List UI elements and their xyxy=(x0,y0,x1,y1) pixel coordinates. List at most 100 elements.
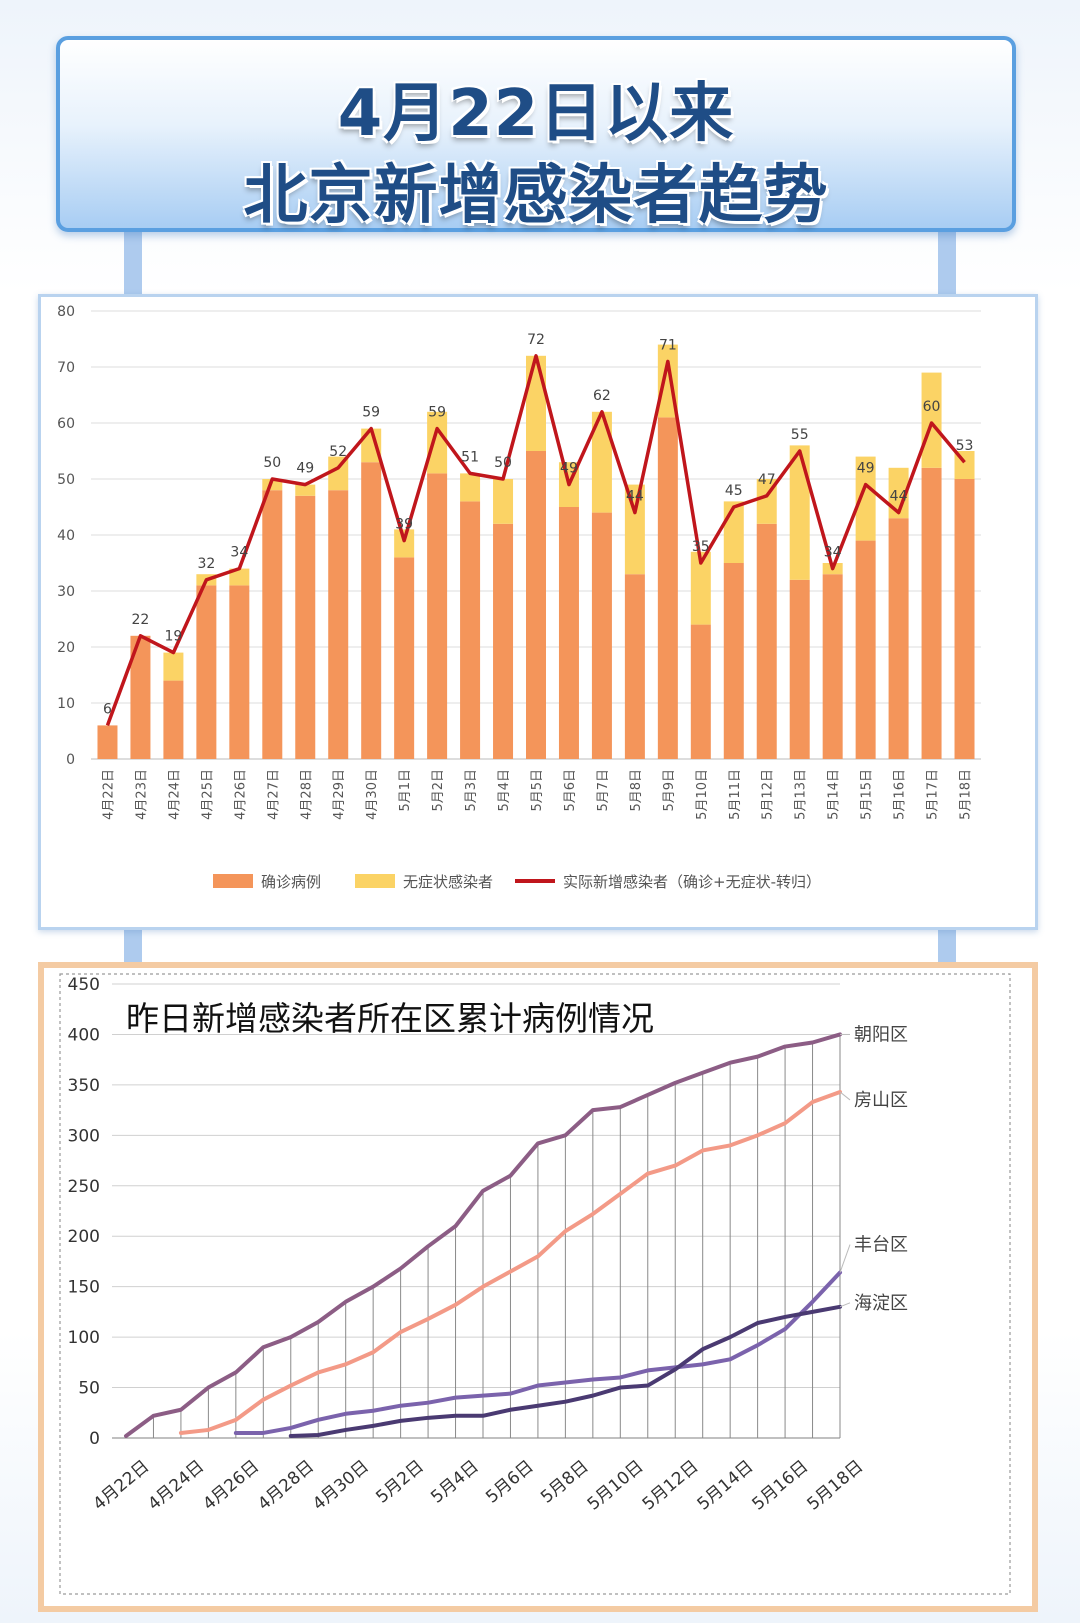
x-tick-label: 5月13日 xyxy=(794,769,809,820)
plot-frame xyxy=(59,973,1011,1595)
bar-confirmed xyxy=(493,523,514,759)
bar-confirmed xyxy=(394,557,415,759)
bar-confirmed xyxy=(690,624,711,759)
y-tick-label: 20 xyxy=(57,640,75,656)
bar-confirmed xyxy=(262,490,283,759)
series-line-3 xyxy=(288,1304,842,1438)
bar-asymptomatic xyxy=(460,473,481,502)
data-label: 72 xyxy=(527,332,545,348)
x-tick-label: 4月26日 xyxy=(233,769,248,820)
x-tick-label: 4月28日 xyxy=(254,1457,318,1515)
x-tick-label: 5月7日 xyxy=(596,769,611,812)
data-label: 52 xyxy=(329,444,347,460)
data-label: 59 xyxy=(428,405,446,421)
series-line-0 xyxy=(124,1032,842,1438)
title-line-2: 北京新增感染者趋势 xyxy=(243,159,829,233)
bar-confirmed xyxy=(460,501,481,759)
x-tick-label: 5月18日 xyxy=(959,769,974,820)
bar-asymptomatic xyxy=(295,484,316,496)
x-tick-label: 5月17日 xyxy=(926,769,941,820)
x-tick-label: 4月23日 xyxy=(134,769,149,820)
x-tick-label: 5月1日 xyxy=(398,769,413,812)
data-label: 49 xyxy=(560,461,578,477)
y-tick-label: 80 xyxy=(57,304,75,320)
data-label: 49 xyxy=(296,461,314,477)
data-label: 34 xyxy=(230,545,248,561)
y-tick-label: 200 xyxy=(68,1227,100,1247)
support-pillar-right xyxy=(938,228,956,298)
data-label: 55 xyxy=(791,427,809,443)
support-pillar-right-lower xyxy=(938,928,956,966)
series-end-label: 海淀区 xyxy=(854,1293,908,1314)
x-tick-label: 5月2日 xyxy=(372,1457,427,1508)
x-tick-label: 5月15日 xyxy=(860,769,875,820)
support-pillar-left-lower xyxy=(124,928,142,966)
bar-confirmed xyxy=(295,495,316,759)
bar-confirmed xyxy=(954,479,975,759)
bar-confirmed xyxy=(130,635,151,759)
series-line-1 xyxy=(178,1089,842,1435)
bar-confirmed xyxy=(328,490,349,759)
bar-confirmed xyxy=(229,585,250,759)
legend-label-asymptomatic: 无症状感染者 xyxy=(403,873,493,891)
x-tick-label: 4月28日 xyxy=(299,769,314,820)
bar-confirmed xyxy=(789,579,810,759)
bar-asymptomatic xyxy=(229,568,250,586)
bar-asymptomatic xyxy=(723,501,744,563)
bar-asymptomatic xyxy=(921,372,942,468)
bar-asymptomatic xyxy=(690,551,711,625)
data-label: 50 xyxy=(263,455,281,471)
y-tick-label: 350 xyxy=(68,1076,100,1096)
x-tick-label: 4月30日 xyxy=(309,1457,373,1515)
bar-asymptomatic xyxy=(855,456,876,541)
y-tick-label: 30 xyxy=(57,584,75,600)
data-label: 34 xyxy=(824,545,842,561)
data-label: 60 xyxy=(923,399,941,415)
bar-asymptomatic xyxy=(591,411,612,513)
bar-confirmed xyxy=(427,473,448,759)
chart-title: 昨日新增感染者所在区累计病例情况 xyxy=(126,999,654,1038)
legend-label-confirmed: 确诊病例 xyxy=(261,873,321,891)
x-tick-label: 5月12日 xyxy=(639,1457,703,1515)
y-tick-label: 70 xyxy=(57,360,75,376)
bar-confirmed xyxy=(921,467,942,759)
y-tick-label: 10 xyxy=(57,696,75,712)
x-tick-label: 5月11日 xyxy=(728,769,743,820)
y-tick-label: 250 xyxy=(68,1177,100,1197)
x-tick-label: 5月18日 xyxy=(803,1457,867,1515)
series-line-actual-new xyxy=(105,354,966,727)
data-label: 44 xyxy=(626,489,644,505)
x-tick-label: 5月6日 xyxy=(482,1457,537,1508)
data-label: 62 xyxy=(593,388,611,404)
x-tick-label: 5月6日 xyxy=(563,769,578,812)
data-label: 39 xyxy=(395,517,413,533)
bar-confirmed xyxy=(196,585,217,759)
data-label: 59 xyxy=(362,405,380,421)
x-tick-label: 4月24日 xyxy=(144,1457,208,1515)
data-label: 45 xyxy=(725,483,743,499)
bar-confirmed xyxy=(558,507,579,759)
x-tick-label: 5月10日 xyxy=(584,1457,648,1515)
x-tick-label: 4月26日 xyxy=(199,1457,263,1515)
data-label: 6 xyxy=(103,701,112,717)
data-label: 50 xyxy=(494,455,512,471)
bar-confirmed xyxy=(591,512,612,759)
bar-asymptomatic xyxy=(526,355,546,451)
data-label: 49 xyxy=(857,461,875,477)
bar-confirmed xyxy=(822,574,843,759)
x-tick-label: 5月10日 xyxy=(695,769,710,820)
bar-confirmed xyxy=(624,574,645,759)
y-tick-label: 50 xyxy=(57,472,75,488)
series-end-label: 丰台区 xyxy=(854,1235,908,1256)
x-tick-label: 5月16日 xyxy=(893,769,908,820)
series-end-leader xyxy=(839,1302,851,1308)
x-tick-label: 5月4日 xyxy=(497,769,512,812)
x-tick-label: 4月29日 xyxy=(332,769,347,820)
x-tick-label: 5月14日 xyxy=(694,1457,758,1515)
bar-asymptomatic xyxy=(394,529,415,558)
y-tick-label: 300 xyxy=(68,1126,100,1146)
data-label: 44 xyxy=(890,489,908,505)
data-label: 71 xyxy=(659,337,677,353)
x-tick-label: 5月4日 xyxy=(427,1457,482,1508)
series-end-leader xyxy=(839,1244,851,1273)
